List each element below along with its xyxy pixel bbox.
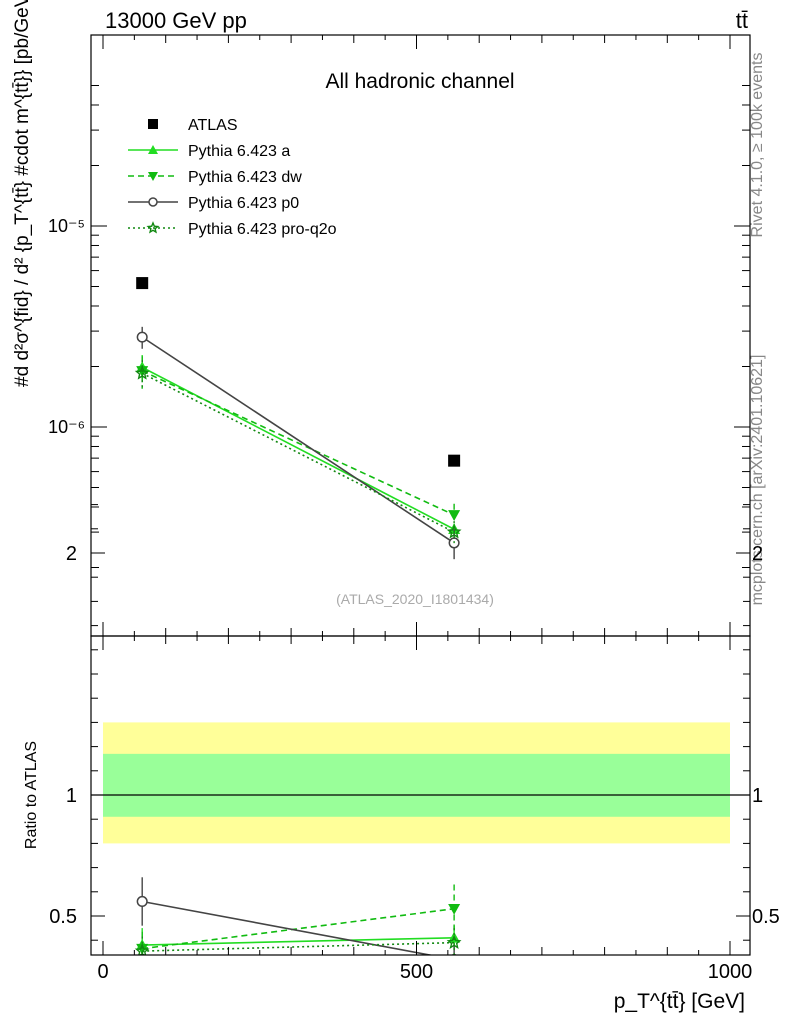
main-series-0 bbox=[136, 277, 461, 467]
legend-label: ATLAS bbox=[188, 117, 238, 134]
ratio-series-2 bbox=[136, 877, 458, 955]
rivet-label: Rivet 4.1.0, ≥ 100k events bbox=[749, 53, 766, 238]
process-label: tt̄ bbox=[736, 8, 748, 33]
legend-entry: Pythia 6.423 dw bbox=[128, 169, 302, 186]
ratio-point bbox=[446, 934, 462, 950]
main-point bbox=[446, 524, 462, 539]
y-tick-label: 10⁻⁵ bbox=[48, 216, 85, 236]
legend-label: Pythia 6.423 p0 bbox=[188, 195, 299, 212]
uncertainty-band-inner bbox=[103, 753, 730, 817]
ratio-y-tick-label-right: 2 bbox=[752, 543, 763, 565]
ratio-series-line bbox=[142, 900, 434, 955]
legend-entry: Pythia 6.423 p0 bbox=[128, 195, 299, 212]
main-series-line bbox=[141, 366, 455, 530]
main-panel: 10⁻⁶ 10⁻⁵ All hadronic channel (ATLAS_202… bbox=[12, 0, 751, 637]
ratio-series-1 bbox=[136, 884, 461, 955]
ratio-series-line bbox=[142, 907, 455, 950]
main-series-line bbox=[141, 336, 455, 544]
ratio-series-line bbox=[142, 941, 455, 952]
x-tick-label: 1000 bbox=[708, 961, 753, 983]
ratio-y-tick-label: 0.5 bbox=[49, 906, 77, 928]
ratio-y-tick-label: 2 bbox=[66, 543, 77, 565]
legend: ATLAS Pythia 6.423 a Pythia 6.423 dw Pythia… bbox=[128, 117, 337, 238]
x-axis-label: p_T^{tt̄} [GeV] bbox=[614, 990, 745, 1013]
main-point bbox=[448, 523, 461, 535]
legend-marker bbox=[148, 197, 158, 207]
y-tick-label: 10⁻⁶ bbox=[48, 417, 85, 437]
ratio-y-tick-label-right: 1 bbox=[752, 785, 763, 807]
legend-entry: ATLAS bbox=[148, 117, 238, 134]
main-point bbox=[448, 510, 461, 521]
x-tick-label: 0 bbox=[97, 961, 108, 983]
mcplots-label: mcplots.cern.ch [arXiv:2401.10621] bbox=[749, 355, 766, 606]
ratio-y-tick-label-right: 0.5 bbox=[752, 906, 780, 928]
ratio-y-axis-label: Ratio to ATLAS bbox=[23, 741, 40, 849]
legend-entry: Pythia 6.423 pro-q2o bbox=[128, 221, 337, 238]
ratio-point bbox=[450, 954, 458, 955]
main-point bbox=[136, 331, 148, 343]
ratio-point bbox=[136, 895, 148, 908]
main-y-axis-label: #d d²σ^{fid} / d² {p_T^{tt̄} #cdot m^{tt… bbox=[12, 0, 33, 387]
watermark: (ATLAS_2020_I1801434) bbox=[336, 591, 494, 607]
legend-entry: Pythia 6.423 a bbox=[128, 143, 290, 160]
main-point bbox=[136, 277, 149, 290]
main-title: All hadronic channel bbox=[325, 70, 514, 93]
ratio-y-tick-label: 1 bbox=[66, 785, 77, 807]
ratio-point bbox=[134, 943, 150, 955]
x-tick-label: 500 bbox=[400, 961, 433, 983]
main-series-2 bbox=[136, 356, 461, 528]
legend-label: Pythia 6.423 a bbox=[188, 143, 290, 160]
main-series-4 bbox=[134, 360, 462, 545]
energy-label: 13000 GeV pp bbox=[105, 8, 247, 33]
legend-marker bbox=[148, 172, 158, 181]
ratio-point bbox=[136, 943, 149, 955]
main-series-1 bbox=[136, 355, 461, 535]
legend-marker bbox=[148, 119, 158, 129]
legend-label: Pythia 6.423 dw bbox=[188, 169, 302, 186]
ratio-point bbox=[448, 903, 461, 915]
ratio-panel: 0.5 0.5 1 1 2 2 0 500 1000 Ratio to ATLAS p_T^{t… bbox=[23, 504, 780, 1013]
main-point bbox=[448, 454, 461, 467]
main-point bbox=[134, 365, 150, 380]
main-series-line bbox=[141, 372, 455, 533]
ratio-series-line bbox=[142, 936, 455, 946]
legend-marker bbox=[148, 145, 158, 154]
legend-marker bbox=[146, 221, 160, 234]
main-series-line bbox=[141, 370, 455, 516]
legend-label: Pythia 6.423 pro-q2o bbox=[188, 221, 337, 238]
ratio-series-3 bbox=[134, 928, 462, 955]
